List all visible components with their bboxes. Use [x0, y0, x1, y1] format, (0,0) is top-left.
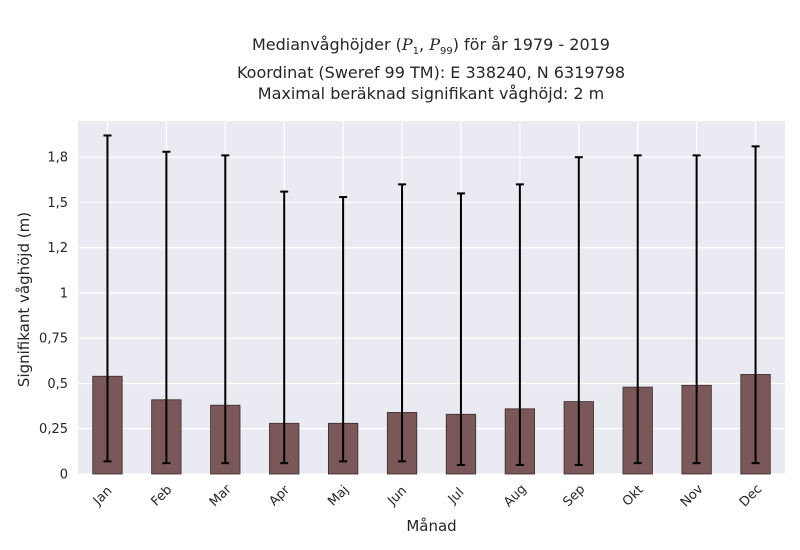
- y-tick-labels: 0 0,25 0,5 0,75 1 1,2 1,5 1,8: [39, 151, 68, 483]
- x-tick-label: Okt: [620, 483, 647, 510]
- x-tick-label: Jun: [384, 484, 410, 510]
- chart-title-line-1: Medianvåghöjder (P1, P99) för år 1979 - …: [252, 35, 610, 58]
- x-tick-label: Jan: [90, 484, 115, 509]
- y-tick-label: 1: [60, 286, 68, 301]
- x-tick-label: Sep: [560, 482, 588, 510]
- x-tick-label: Maj: [325, 483, 352, 510]
- y-axis-label: Signifikant våghöjd (m): [15, 212, 33, 387]
- y-tick-label: 0,75: [39, 332, 68, 347]
- chart-title-line-3: Maximal beräknad signifikant våghöjd: 2 …: [257, 84, 605, 104]
- x-tick-label: Aug: [501, 482, 530, 511]
- x-tick-labels: Jan Feb Mar Apr Maj Jun Jul Aug Sep Okt Nov Dec: [90, 482, 765, 511]
- error-bars: [103, 134, 760, 466]
- x-tick-label: Dec: [737, 482, 765, 510]
- plot-background: [78, 121, 785, 474]
- x-tick-label: Apr: [266, 482, 293, 509]
- y-tick-label: 0: [60, 468, 68, 483]
- y-tick-label: 1,5: [47, 196, 68, 211]
- chart-title-line-2: Koordinat (Sweref 99 TM): E 338240, N 63…: [236, 63, 626, 83]
- x-tick-label: Feb: [148, 483, 175, 510]
- x-tick-label: Mar: [207, 482, 235, 510]
- x-axis-label: Månad: [406, 517, 456, 535]
- x-tick-label: Nov: [678, 482, 707, 511]
- y-tick-label: 0,25: [39, 422, 68, 437]
- x-tick-label: Jul: [445, 485, 467, 507]
- y-tick-label: 1,8: [47, 151, 68, 166]
- y-tick-label: 1,2: [47, 241, 68, 256]
- y-tick-label: 0,5: [47, 377, 68, 392]
- chart-title: Medianvåghöjder (P1, P99) för år 1979 - …: [0, 34, 800, 104]
